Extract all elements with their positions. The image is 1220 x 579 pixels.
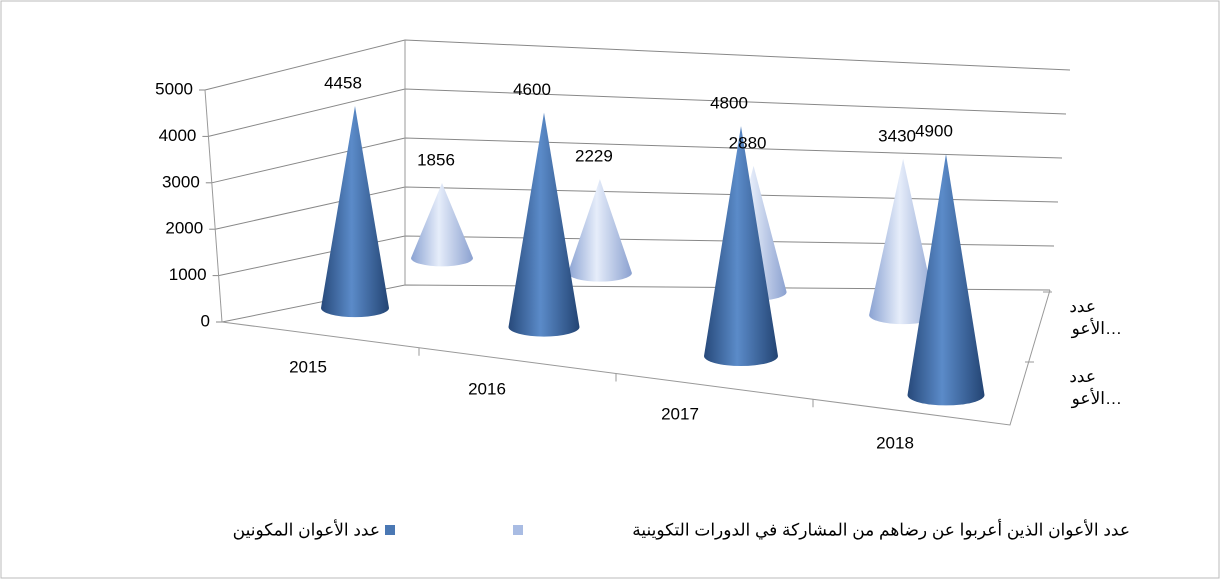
cone <box>321 106 389 318</box>
cone <box>704 126 778 366</box>
cone <box>411 183 473 267</box>
cone <box>907 153 985 406</box>
data-label: 4458 <box>324 74 362 93</box>
cone <box>567 179 632 282</box>
data-label: 3430 <box>878 126 916 145</box>
depth-label: عدد الأعو… <box>1069 297 1122 339</box>
y-tick-label: 3000 <box>162 172 200 191</box>
legend-label: عدد الأعوان الذين أعربوا عن رضاهم من الم… <box>632 518 1130 540</box>
x-tick-label: 2016 <box>468 379 506 398</box>
y-tick-label: 0 <box>201 311 210 330</box>
y-tick-label: 1000 <box>169 265 207 284</box>
data-label: 2229 <box>575 147 613 166</box>
x-tick-label: 2017 <box>661 404 699 423</box>
cone <box>869 158 938 325</box>
y-axis <box>204 89 223 323</box>
data-label: 1856 <box>417 151 455 170</box>
legend-label: عدد الأعوان المكونين <box>233 519 380 540</box>
data-label: 4900 <box>915 121 953 140</box>
walls <box>199 39 1071 426</box>
y-tick-label: 2000 <box>165 219 203 238</box>
y-tick-label: 4000 <box>159 126 197 145</box>
legend-swatch <box>513 525 523 535</box>
x-tick-label: 2015 <box>289 357 327 376</box>
y-tick-label: 5000 <box>155 79 193 98</box>
marks <box>321 106 985 406</box>
data-label: 4600 <box>513 80 551 99</box>
floor-edge <box>221 289 1051 426</box>
legend-swatch <box>385 525 395 535</box>
depth-label: عدد الأعو… <box>1069 367 1122 409</box>
data-label: 2880 <box>729 133 767 152</box>
data-label: 4800 <box>710 94 748 113</box>
cone <box>508 112 580 337</box>
x-tick-label: 2018 <box>876 433 914 452</box>
